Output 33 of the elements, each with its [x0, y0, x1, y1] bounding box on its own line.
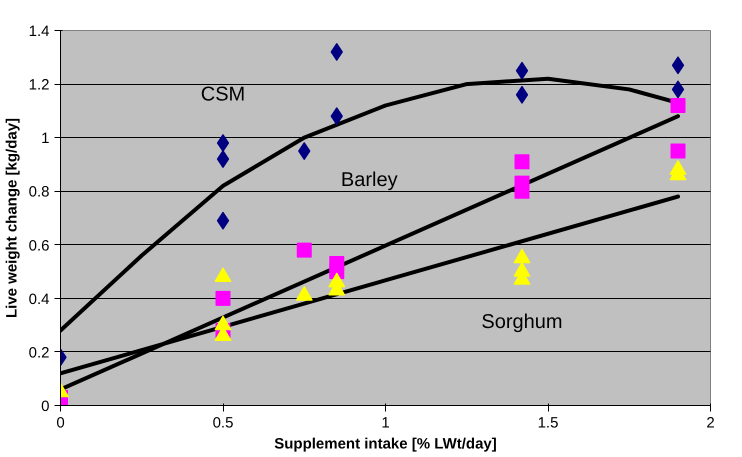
point — [514, 248, 530, 264]
x-tick-label: 0 — [56, 414, 65, 432]
point — [672, 56, 684, 74]
point — [670, 144, 686, 159]
point — [296, 242, 312, 258]
point — [214, 315, 232, 330]
y-tick-label: 0.8 — [28, 184, 50, 201]
y-tick-label: 0.6 — [28, 237, 50, 254]
point — [296, 286, 313, 301]
x-tick-label: 2 — [706, 414, 715, 432]
y-tick-label: 1.2 — [28, 76, 50, 94]
x-tick-label: 1 — [381, 414, 390, 432]
y-axis-title: Live weight change [kg/day] — [4, 118, 21, 318]
y-tick-label: 1 — [41, 130, 50, 148]
point — [516, 86, 528, 104]
y-tick-label: 0 — [41, 398, 50, 415]
y-tick-label: 0.2 — [28, 344, 50, 362]
point — [516, 62, 528, 80]
point — [216, 150, 230, 168]
text: Sorghum — [481, 311, 563, 334]
x-tick-label: 1.5 — [538, 414, 558, 432]
x-axis-title: Supplement intake [% LWt/day] — [274, 436, 497, 452]
x-tick-label: 0.5 — [212, 414, 234, 432]
point — [672, 80, 684, 98]
point — [216, 134, 230, 152]
text: Barley — [340, 169, 398, 192]
y-tick-label: 1.4 — [28, 23, 50, 40]
y-tick-label: 0.4 — [28, 290, 50, 308]
text: CSM — [200, 84, 246, 106]
point — [214, 267, 232, 282]
point — [670, 98, 686, 113]
point — [514, 154, 530, 170]
point — [216, 212, 230, 230]
